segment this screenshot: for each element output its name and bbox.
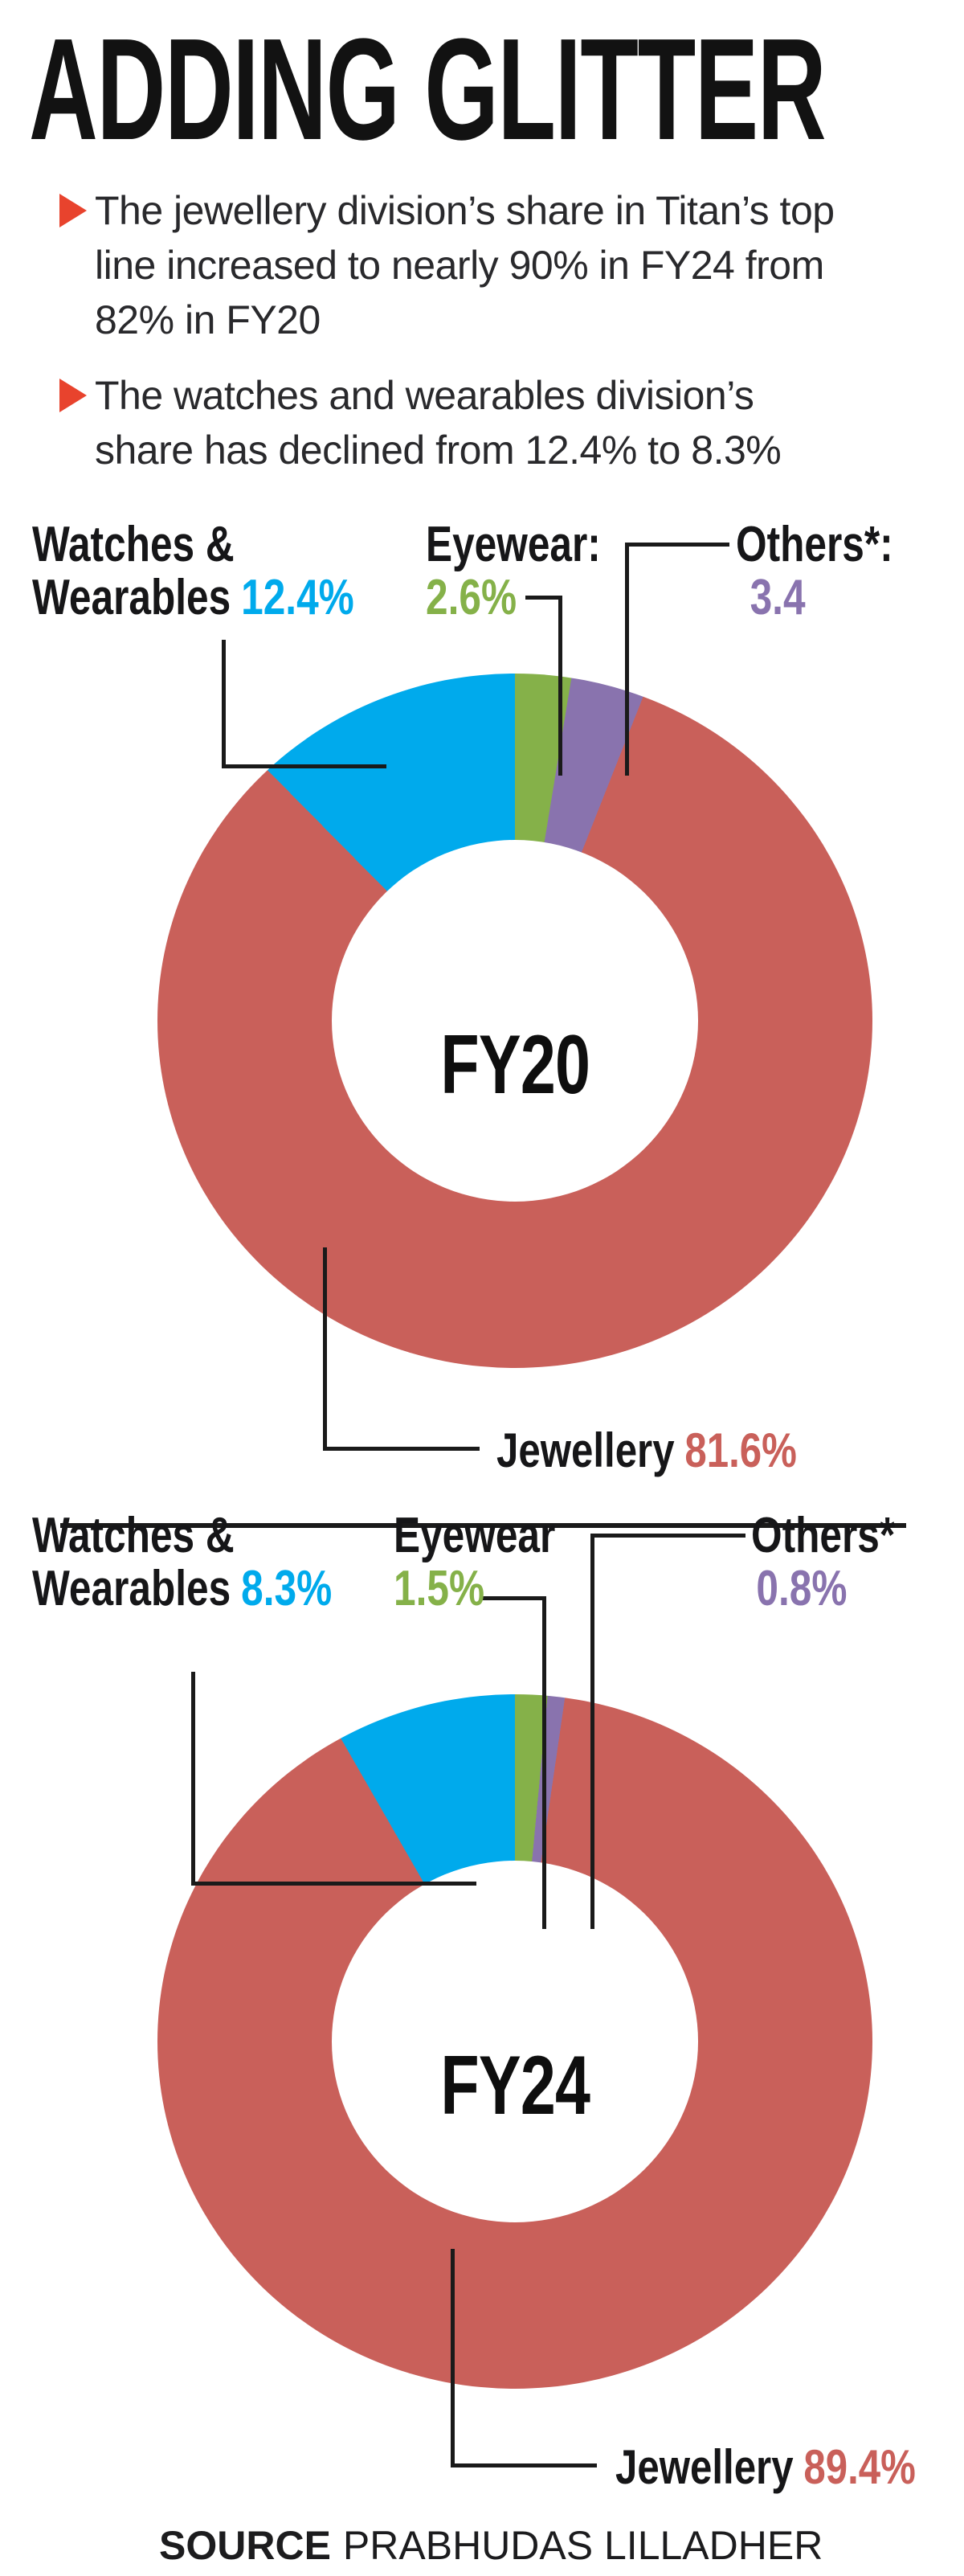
source-line: SOURCE PRABHUDAS LILLADHER <box>159 2522 823 2569</box>
fy24-center-label: FY24 <box>440 2038 590 2132</box>
fy20-jewellery-label: Jewellery 81.6% <box>496 1423 797 1477</box>
leader-line <box>191 1672 195 1886</box>
leader-line <box>323 1447 480 1451</box>
fy24-eyewear-value: 1.5% <box>394 1561 485 1616</box>
leader-line <box>625 543 729 547</box>
fy24-jewellery-label: Jewellery 89.4% <box>615 2440 916 2494</box>
fy20-eyewear-label: Eyewear: 2.6% <box>426 517 601 625</box>
donut-hole: FY20 <box>332 840 698 1202</box>
fy24-others-value: 0.8% <box>756 1561 848 1616</box>
leader-line <box>590 1534 745 1538</box>
leader-line <box>451 2249 455 2467</box>
fy20-watches-label: Watches & Wearables 12.4% <box>32 517 354 625</box>
leader-line <box>222 640 226 768</box>
leader-line <box>542 1596 546 1929</box>
leader-line <box>222 764 386 768</box>
section-divider <box>60 1523 906 1528</box>
fy24-watches-value: 8.3% <box>241 1561 333 1616</box>
leader-line <box>482 1596 546 1600</box>
fy20-others-value: 3.4 <box>750 570 806 625</box>
leader-line <box>525 596 562 600</box>
fy20-jewellery-value: 81.6% <box>684 1423 797 1477</box>
leader-line <box>323 1247 327 1451</box>
leader-line <box>451 2463 597 2467</box>
fy20-center-label: FY20 <box>440 1018 590 1112</box>
bullet2-line1: The watches and wearables division’s <box>95 373 754 418</box>
bullet2-line2: share has declined from 12.4% to 8.3% <box>95 428 782 473</box>
leader-line <box>590 1534 594 1929</box>
fy20-eyewear-value: 2.6% <box>426 570 517 625</box>
bullet1-line1: The jewellery division’s share in Titan’… <box>95 188 835 233</box>
fy24-watches-label: Watches & Wearables 8.3% <box>32 1508 333 1616</box>
bullet-arrow-icon <box>59 379 87 412</box>
source-value: PRABHUDAS LILLADHER <box>342 2523 823 2568</box>
fy20-others-label: Others*: 3.4 <box>736 517 893 625</box>
bullet-arrow-icon <box>59 194 87 227</box>
page-title: ADDING GLITTER <box>29 9 827 170</box>
bullet1-line2: line increased to nearly 90% in FY24 fro… <box>95 243 824 288</box>
leader-line <box>191 1882 476 1886</box>
donut-chart-fy20: FY20 <box>157 674 872 1368</box>
fy20-watches-value: 12.4% <box>241 570 354 625</box>
fy24-eyewear-label: Eyewear 1.5% <box>394 1508 556 1616</box>
source-label: SOURCE <box>159 2523 331 2568</box>
bullet-paragraph-1: The jewellery division’s share in Titan’… <box>95 183 835 347</box>
fy24-others-label: Others* 0.8% <box>751 1508 896 1616</box>
leader-line <box>625 543 629 776</box>
donut-hole: FY24 <box>332 1861 698 2222</box>
bullet-paragraph-2: The watches and wearables division’s sha… <box>95 368 782 477</box>
donut-chart-fy24: FY24 <box>157 1694 872 2389</box>
fy24-jewellery-value: 89.4% <box>803 2440 916 2494</box>
leader-line <box>558 596 562 776</box>
bullet1-line3: 82% in FY20 <box>95 297 321 342</box>
